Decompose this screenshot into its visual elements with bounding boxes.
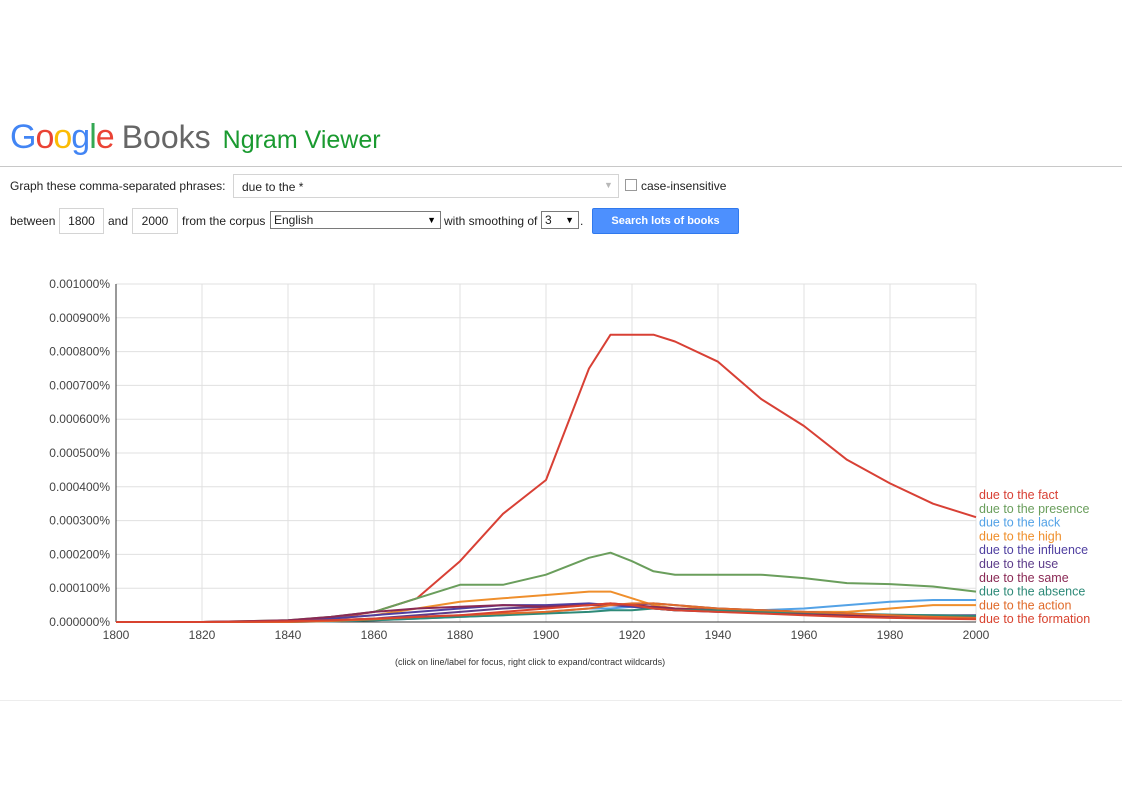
google-logo-letter: G <box>10 118 36 156</box>
series-label[interactable]: due to the formation <box>979 612 1090 626</box>
series-label[interactable]: due to the high <box>979 529 1062 543</box>
y-tick-label: 0.000800% <box>49 345 110 359</box>
y-tick-label: 0.001000% <box>49 277 110 291</box>
series-line[interactable] <box>116 333 977 623</box>
case-insensitive-checkbox[interactable] <box>625 179 637 191</box>
y-tick-label: 0.000200% <box>49 547 110 561</box>
x-tick-label: 1900 <box>533 628 560 642</box>
google-logo-letter: e <box>95 118 115 156</box>
smoothing-label: with smoothing of <box>444 214 538 228</box>
corpus-select-value: English <box>274 213 314 227</box>
x-tick-label: 1820 <box>189 628 216 642</box>
year-start-input[interactable]: 1800 <box>59 208 104 234</box>
footer-divider <box>0 700 1122 701</box>
y-tick-label: 0.000900% <box>49 311 110 325</box>
x-tick-label: 1920 <box>619 628 646 642</box>
series-label[interactable]: due to the action <box>979 598 1071 612</box>
case-insensitive-label: case-insensitive <box>641 179 727 193</box>
google-logo-letter: o <box>35 118 54 156</box>
google-logo-letter: o <box>53 118 72 156</box>
google-logo-letter: l <box>89 118 97 156</box>
x-tick-label: 1860 <box>361 628 388 642</box>
y-tick-label: 0.000700% <box>49 378 110 392</box>
smoothing-select[interactable]: 3 ▼ <box>541 211 579 229</box>
header-divider <box>0 166 1122 167</box>
corpus-chevron-down-icon: ▼ <box>427 215 436 225</box>
and-label: and <box>108 214 129 228</box>
books-logo-text: Books <box>121 119 211 155</box>
x-tick-label: 2000 <box>963 628 990 642</box>
smoothing-select-value: 3 <box>545 213 552 227</box>
year-end-input[interactable]: 2000 <box>132 208 178 234</box>
phrases-input[interactable]: due to the * <box>233 174 619 198</box>
y-tick-label: 0.000300% <box>49 514 110 528</box>
series-label[interactable]: due to the fact <box>979 488 1059 502</box>
y-tick-label: 0.000100% <box>49 581 110 595</box>
smoothing-period: . <box>580 214 584 228</box>
series-label[interactable]: due to the presence <box>979 502 1090 516</box>
google-books-ngram-logo[interactable]: Google Books Ngram Viewer <box>10 118 381 162</box>
phrases-dropdown-icon[interactable]: ▼ <box>604 180 613 190</box>
x-tick-label: 1840 <box>275 628 302 642</box>
series-label[interactable]: due to the use <box>979 557 1058 571</box>
ngram-viewer-title: Ngram Viewer <box>222 126 381 154</box>
series-label[interactable]: due to the same <box>979 571 1069 585</box>
corpus-label: from the corpus <box>182 214 266 228</box>
search-button[interactable]: Search lots of books <box>592 208 739 234</box>
x-tick-label: 1800 <box>103 628 130 642</box>
chart-footnote: (click on line/label for focus, right cl… <box>395 657 666 667</box>
x-tick-label: 1880 <box>447 628 474 642</box>
y-tick-label: 0.000600% <box>49 412 110 426</box>
y-tick-label: 0.000400% <box>49 480 110 494</box>
x-tick-label: 1940 <box>705 628 732 642</box>
series-label[interactable]: due to the influence <box>979 543 1088 557</box>
x-tick-label: 1980 <box>877 628 904 642</box>
google-logo: Google <box>10 118 115 157</box>
series-line[interactable] <box>116 602 977 623</box>
smoothing-chevron-down-icon: ▼ <box>565 215 574 225</box>
y-tick-label: 0.000000% <box>49 615 110 629</box>
y-tick-label: 0.000500% <box>49 446 110 460</box>
series-label[interactable]: due to the absence <box>979 585 1085 599</box>
google-logo-letter: g <box>71 118 90 156</box>
between-label: between <box>10 214 56 228</box>
series-label[interactable]: due to the lack <box>979 516 1061 530</box>
phrases-label: Graph these comma-separated phrases: <box>10 179 226 193</box>
x-tick-label: 1960 <box>791 628 818 642</box>
corpus-select[interactable]: English ▼ <box>270 211 441 229</box>
